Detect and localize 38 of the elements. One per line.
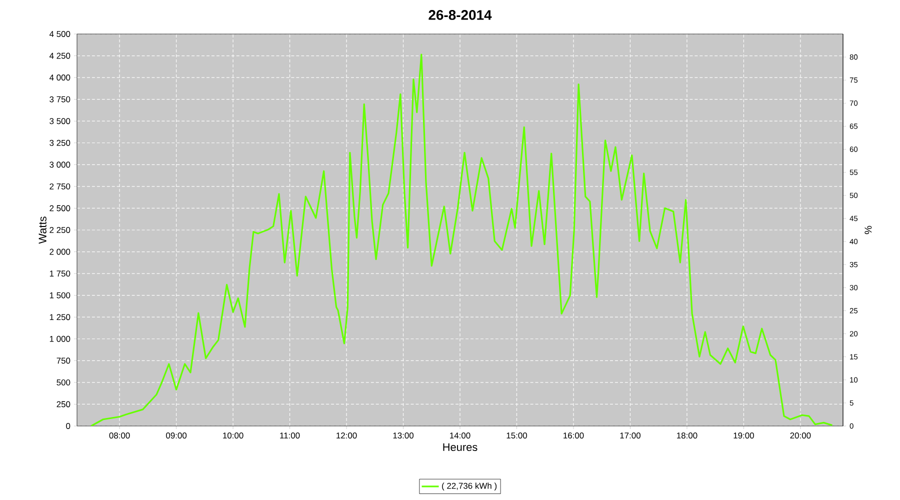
x-tick-label: 08:00 [109, 432, 130, 439]
x-tick-label: 13:00 [393, 432, 414, 439]
x-tick-label: 20:00 [790, 432, 811, 439]
x-tick-label: 17:00 [620, 432, 640, 439]
y-tick-label: 3 250 [50, 140, 70, 146]
y-tick-label: 3 000 [50, 162, 70, 168]
y2-axis-title: % [864, 226, 872, 234]
legend-label: ( 22,736 kWh ) [442, 482, 497, 490]
line-series [90, 54, 834, 426]
y-tick-label: 2 000 [50, 248, 70, 255]
y-tick-label: 4 250 [49, 52, 70, 59]
y-tick-label: 4 000 [49, 74, 70, 81]
y-tick-label: 4 500 [49, 31, 70, 37]
y-tick-label: 1 750 [50, 270, 70, 277]
y-axis-title: Watts [38, 216, 46, 244]
y-tick-label: 1 000 [50, 336, 70, 342]
y-tick-label: 1 500 [50, 292, 70, 298]
y-tick-label: 3 500 [50, 118, 70, 124]
y-tick-label: 2 750 [50, 183, 70, 190]
y-tick-label: 2 250 [50, 227, 70, 233]
y-tick-label: 2 500 [50, 205, 70, 212]
y-tick-label: 250 [56, 401, 70, 408]
x-tick-label: 10:00 [223, 432, 244, 439]
y-tick-label: 500 [56, 379, 70, 386]
chart-title: 26-8-2014 [428, 10, 492, 20]
x-axis-title: Heures [443, 443, 478, 452]
x-tick-label: 09:00 [166, 432, 187, 439]
y-tick-label: 1 250 [50, 314, 70, 320]
x-tick-label: 16:00 [564, 432, 584, 439]
x-tick-label: 11:00 [280, 432, 300, 439]
x-tick-label: 12:00 [336, 432, 357, 439]
y-tick-label: 3 750 [50, 96, 70, 102]
x-tick-label: 14:00 [450, 432, 470, 439]
y-tick-label: 0 [66, 423, 70, 429]
x-tick-label: 18:00 [677, 432, 698, 439]
x-tick-label: 15:00 [506, 432, 528, 439]
x-tick-label: 19:00 [734, 432, 754, 439]
y-tick-label: 750 [56, 358, 70, 364]
